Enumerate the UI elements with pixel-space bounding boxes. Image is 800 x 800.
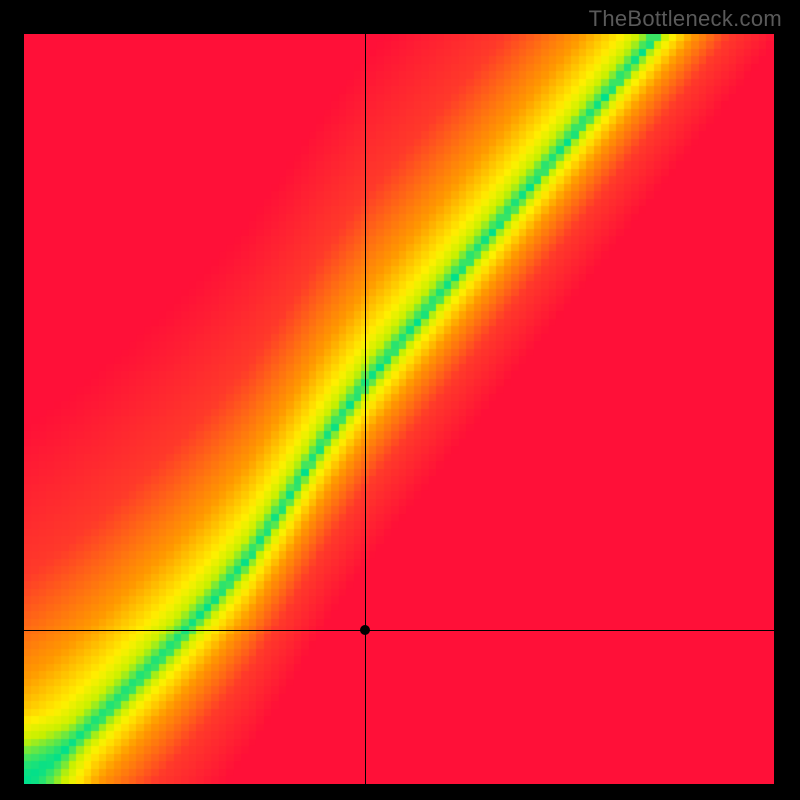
bottleneck-heatmap (24, 34, 774, 784)
crosshair-vertical (365, 34, 366, 784)
heatmap-canvas (24, 34, 774, 784)
crosshair-horizontal (24, 630, 774, 631)
selection-marker (360, 625, 370, 635)
watermark-text: TheBottleneck.com (589, 6, 782, 32)
